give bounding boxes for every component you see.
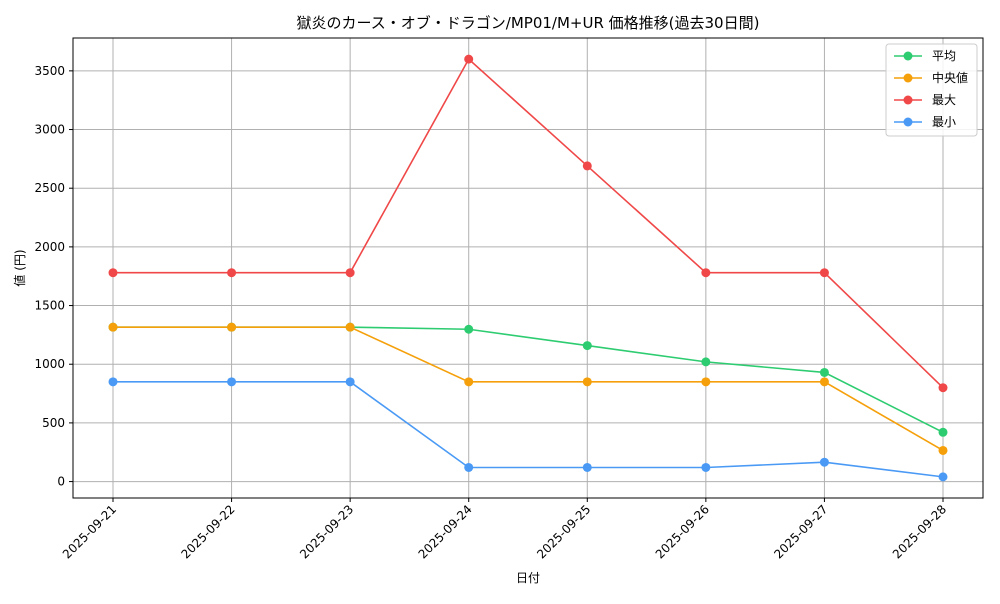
series-最小 — [108, 377, 948, 482]
data-point — [345, 377, 355, 387]
series-最大 — [108, 54, 948, 393]
data-point — [938, 445, 948, 455]
x-axis: 2025-09-21 2025-09-22 2025-09-23 2025-09-24… — [60, 498, 949, 561]
data-point — [345, 268, 355, 278]
legend-swatch-marker — [903, 51, 913, 61]
x-tick-label: 2025-09-22 — [178, 502, 237, 561]
x-tick-label: 2025-09-25 — [534, 502, 593, 561]
x-tick-label: 2025-09-28 — [890, 502, 949, 561]
series-line — [113, 326, 944, 433]
y-axis-label: 値 (円) — [12, 249, 27, 286]
x-tick-label: 2025-09-21 — [60, 502, 119, 561]
data-point — [464, 54, 474, 64]
data-point — [345, 322, 355, 332]
legend-label: 中央値 — [932, 70, 968, 85]
y-tick-label: 500 — [42, 416, 65, 430]
series-中央値 — [108, 322, 948, 455]
legend-swatch-marker — [903, 95, 913, 105]
grid — [73, 38, 983, 498]
data-point — [701, 462, 711, 472]
data-point — [464, 462, 474, 472]
data-point — [464, 324, 474, 334]
x-tick-label: 2025-09-23 — [297, 502, 356, 561]
data-point — [938, 427, 948, 437]
data-point — [582, 161, 592, 171]
series-line — [113, 326, 944, 452]
data-point — [108, 322, 118, 332]
legend-box — [885, 43, 978, 137]
legend-label: 最小 — [932, 115, 956, 129]
data-point — [819, 268, 829, 278]
x-tick-label: 2025-09-24 — [416, 502, 475, 561]
y-tick-label: 0 — [57, 475, 65, 489]
data-point — [701, 377, 711, 387]
data-point — [819, 457, 829, 467]
data-point — [227, 322, 237, 332]
data-point — [582, 341, 592, 351]
data-point — [227, 268, 237, 278]
legend-label: 最大 — [932, 93, 956, 107]
series-line — [113, 57, 944, 389]
data-point — [701, 268, 711, 278]
series-group — [108, 54, 948, 482]
data-point — [108, 377, 118, 387]
data-point — [582, 377, 592, 387]
x-tick-label: 2025-09-26 — [653, 502, 712, 561]
chart-title: 獄炎のカース・オブ・ドラゴン/MP01/M+UR 価格推移(過去30日間) — [297, 14, 760, 32]
legend-label: 平均 — [932, 49, 956, 63]
data-point — [938, 472, 948, 482]
data-point — [819, 377, 829, 387]
legend-swatch-marker — [903, 73, 913, 83]
plot-frame — [72, 37, 984, 499]
y-tick-label: 2500 — [34, 181, 65, 195]
y-tick-label: 2000 — [34, 240, 65, 254]
y-tick-label: 1000 — [34, 357, 65, 371]
x-axis-label: 日付 — [516, 571, 540, 585]
data-point — [938, 383, 948, 393]
legend-swatch-marker — [903, 117, 913, 127]
data-point — [108, 268, 118, 278]
y-tick-label: 1500 — [34, 299, 65, 313]
y-tick-label: 3000 — [34, 123, 65, 137]
y-tick-label: 3500 — [34, 64, 65, 78]
data-point — [464, 377, 474, 387]
y-axis: 0 500 1000 1500 2000 2500 3000 3500 — [34, 64, 73, 489]
data-point — [701, 357, 711, 367]
series-line — [113, 381, 944, 478]
x-tick-label: 2025-09-27 — [771, 502, 830, 561]
data-point — [582, 462, 592, 472]
data-point — [227, 377, 237, 387]
data-point — [819, 367, 829, 377]
